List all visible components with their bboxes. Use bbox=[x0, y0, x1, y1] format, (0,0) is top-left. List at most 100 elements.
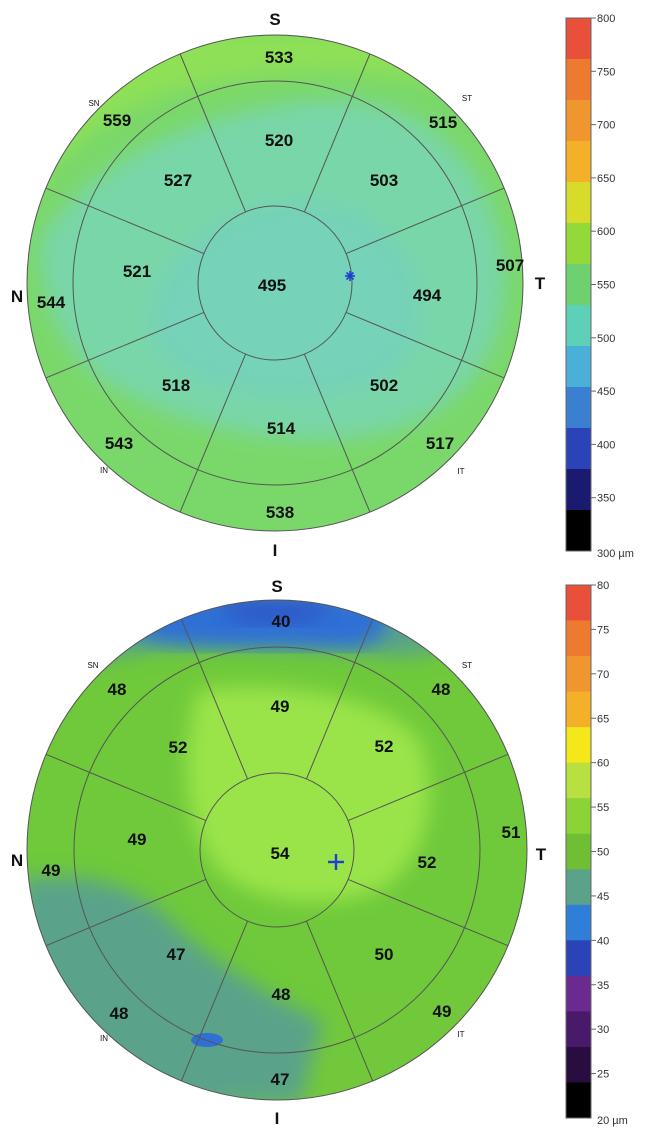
sector-divider bbox=[304, 53, 371, 213]
sector-divider bbox=[179, 53, 246, 213]
ring1-superior: 49 bbox=[271, 697, 290, 716]
ring1-superotemporal: 52 bbox=[375, 737, 394, 756]
ring2-inferior: 538 bbox=[266, 503, 294, 522]
ring2-superonasal: 559 bbox=[103, 111, 131, 130]
scale-swatch bbox=[566, 940, 591, 977]
ring2-nasal: 544 bbox=[37, 293, 66, 312]
ring1-superonasal: 527 bbox=[164, 171, 192, 190]
direction-inferior: I bbox=[273, 541, 278, 560]
ring1-temporal: 494 bbox=[413, 286, 442, 305]
scale-tick-label: 350 bbox=[597, 493, 615, 505]
label-st: ST bbox=[462, 661, 472, 670]
scale-tick-label: 80 bbox=[597, 580, 609, 592]
scale-swatch bbox=[566, 182, 591, 224]
scale-tick-label: 550 bbox=[597, 280, 615, 292]
sector-divider bbox=[306, 920, 374, 1082]
direction-nasal: N bbox=[11, 851, 23, 870]
label-in: IN bbox=[100, 466, 108, 475]
direction-superior: S bbox=[269, 10, 280, 29]
ring2-superonasal: 48 bbox=[108, 680, 127, 699]
middle-ring bbox=[72, 80, 478, 486]
inner-ring bbox=[197, 205, 353, 361]
scale-swatch bbox=[566, 904, 591, 941]
ring2-temporal: 51 bbox=[502, 823, 521, 842]
sector-divider bbox=[180, 618, 248, 780]
ring1-inferonasal: 47 bbox=[167, 945, 186, 964]
scale-tick-label: 60 bbox=[597, 758, 609, 770]
ring2-inferior: 47 bbox=[271, 1070, 290, 1089]
sector-lines bbox=[45, 618, 509, 1082]
ring2-superotemporal: 515 bbox=[429, 113, 457, 132]
scale-swatch bbox=[566, 656, 591, 693]
direction-nasal: N bbox=[11, 287, 23, 306]
scale-tick-label: 450 bbox=[597, 386, 615, 398]
scale-tick-label: 650 bbox=[597, 173, 615, 185]
direction-temporal: T bbox=[535, 274, 546, 293]
scale-swatch bbox=[566, 691, 591, 728]
scale-swatch bbox=[566, 305, 591, 347]
ring2-inferonasal: 543 bbox=[105, 434, 133, 453]
scale-tick-label: 30 bbox=[597, 1024, 609, 1036]
label-sn: SN bbox=[88, 99, 99, 108]
scale-swatch bbox=[566, 100, 591, 142]
thickness-map: S I N T SN ST IN IT 495 520 503 494 502 … bbox=[11, 10, 546, 560]
scale-swatch bbox=[566, 59, 591, 101]
scale-tick-label: 600 bbox=[597, 226, 615, 238]
scale-tick-label: 500 bbox=[597, 333, 615, 345]
scale-swatch bbox=[566, 1011, 591, 1048]
scale-swatch bbox=[566, 975, 591, 1012]
scale-swatch bbox=[566, 387, 591, 429]
scale-swatch bbox=[566, 585, 591, 622]
ring1-superonasal: 52 bbox=[169, 738, 188, 757]
sector-divider bbox=[345, 312, 505, 379]
label-sn: SN bbox=[87, 661, 98, 670]
ring1-superior: 520 bbox=[265, 131, 293, 150]
sector-divider bbox=[45, 312, 205, 379]
scale-tick-label: 75 bbox=[597, 624, 609, 636]
label-in: IN bbox=[100, 1034, 108, 1043]
scale-tick-label: 45 bbox=[597, 891, 609, 903]
scale-swatch bbox=[566, 510, 591, 552]
scale-swatch bbox=[566, 223, 591, 265]
sector-lines bbox=[45, 53, 505, 513]
sector-divider bbox=[345, 187, 505, 254]
ring1-inferotemporal: 502 bbox=[370, 376, 398, 395]
middle-ring bbox=[73, 646, 481, 1054]
label-it: IT bbox=[457, 467, 464, 476]
ring1-inferior: 514 bbox=[267, 419, 296, 438]
scale-swatch bbox=[566, 869, 591, 906]
epithelium-color-scale: 80 75 70 65 60 55 50 45 40 35 30 25 20 µm bbox=[565, 580, 628, 1127]
scale-swatch bbox=[566, 141, 591, 183]
center-value: 54 bbox=[271, 844, 290, 863]
outer-ring bbox=[26, 599, 528, 1101]
label-it: IT bbox=[457, 1030, 464, 1039]
sector-divider bbox=[180, 920, 248, 1082]
sector-divider bbox=[304, 353, 371, 513]
sector-divider bbox=[179, 353, 246, 513]
scale-tick-label: 40 bbox=[597, 935, 609, 947]
scale-swatch bbox=[566, 264, 591, 306]
scale-tick-label: 400 bbox=[597, 439, 615, 451]
scale-swatch bbox=[566, 469, 591, 511]
scale-swatch bbox=[566, 18, 591, 60]
ring2-inferotemporal: 49 bbox=[433, 1002, 452, 1021]
scale-tick-label: 65 bbox=[597, 713, 609, 725]
sector-divider bbox=[45, 879, 207, 947]
ring2-superior: 40 bbox=[272, 612, 291, 631]
scale-tick-label: 50 bbox=[597, 847, 609, 859]
scale-tick-label: 800 bbox=[597, 13, 615, 25]
ring2-temporal: 507 bbox=[496, 256, 524, 275]
scale-swatch bbox=[566, 1082, 591, 1119]
scale-unit-label: 300 µm bbox=[597, 548, 634, 560]
scale-tick-label: 55 bbox=[597, 802, 609, 814]
scale-swatch bbox=[566, 833, 591, 870]
ring1-inferior: 48 bbox=[272, 985, 291, 1004]
scale-tick-label: 35 bbox=[597, 980, 609, 992]
scale-swatch bbox=[566, 798, 591, 835]
scale-swatch bbox=[566, 346, 591, 388]
scale-tick-label: 70 bbox=[597, 669, 609, 681]
ring1-nasal: 521 bbox=[123, 262, 151, 281]
ring1-nasal: 49 bbox=[128, 830, 147, 849]
sector-divider bbox=[347, 879, 509, 947]
